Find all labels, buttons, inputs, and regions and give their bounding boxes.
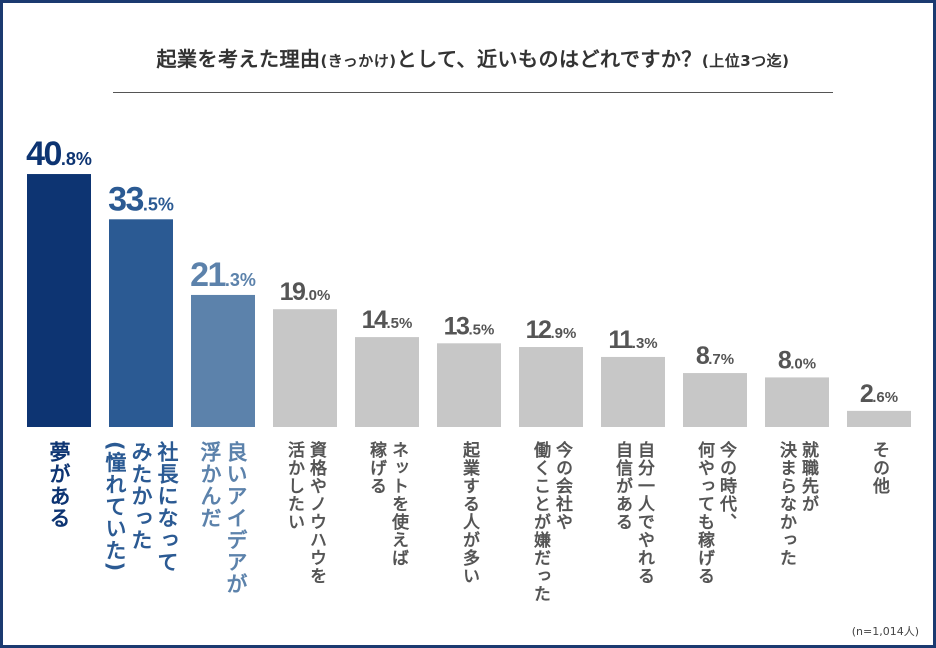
value-label-3: 19.0%: [280, 278, 331, 306]
category-label-2-line-1: 浮かんだ: [198, 440, 222, 529]
category-label-1-line-2: (憧れていた): [103, 441, 127, 572]
category-label-8: 今の時代、何やっても稼げる: [694, 440, 738, 585]
bar-9: [765, 377, 829, 427]
category-label-1-line-0: 社長になって: [155, 440, 180, 573]
value-label-4: 14.5%: [362, 306, 413, 334]
bar-4: [355, 337, 419, 427]
category-label-9-line-1: 決まらなかった: [776, 440, 797, 567]
bar-7: [601, 356, 665, 427]
category-label-7-line-0: 自分一人でやれる: [634, 440, 655, 585]
title-suffix: (上位3つ迄): [701, 52, 790, 70]
category-label-2-line-0: 良いアイデアが: [224, 440, 248, 595]
value-label-1: 33.5%: [108, 180, 174, 218]
category-label-6-line-0: 今の会社や: [552, 440, 574, 531]
category-label-3-line-0: 資格やノウハウを: [306, 441, 327, 585]
category-label-5-line-0: 起業する人が多い: [459, 440, 481, 585]
category-label-5: 起業する人が多い: [459, 440, 481, 585]
value-label-5: 13.5%: [444, 312, 495, 340]
bar-2: [191, 294, 255, 427]
sample-size-note: (n=1,014人): [851, 625, 919, 638]
bar-6: [519, 347, 583, 427]
title-rest: として、近いものはどれですか？: [396, 47, 702, 71]
bar-0: [27, 174, 91, 427]
value-label-6: 12.9%: [526, 316, 577, 344]
category-label-1-line-1: みたかった: [129, 441, 153, 551]
bar-8: [683, 373, 747, 427]
bar-3: [273, 309, 337, 427]
bar-5: [437, 343, 501, 427]
category-label-0: 夢がある: [47, 441, 71, 529]
title-paren: (きっかけ): [320, 52, 397, 70]
value-label-7: 11.3%: [608, 326, 657, 354]
value-label-8: 8.7%: [696, 342, 734, 370]
category-label-10-line-0: その他: [869, 441, 891, 495]
category-label-0-line-0: 夢がある: [47, 441, 71, 529]
category-label-4-line-1: 稼げる: [366, 440, 387, 495]
value-label-9: 8.0%: [778, 346, 816, 374]
category-label-8-line-1: 何やっても稼げる: [694, 440, 715, 585]
category-label-9-line-0: 就職先が: [798, 440, 819, 513]
category-label-3-line-1: 活かしたい: [284, 440, 305, 531]
category-label-4-line-0: ネットを使えば: [388, 441, 410, 567]
chart-title: 起業を考えた理由(きっかけ)として、近いものはどれですか？(上位3つ迄): [103, 43, 843, 72]
value-label-2: 21.3%: [190, 256, 256, 294]
value-label-0: 40.8%: [26, 135, 92, 173]
title-divider: [113, 92, 833, 93]
bar-1: [109, 219, 173, 427]
category-label-6-line-1: 働くことが嫌だった: [530, 440, 552, 603]
category-label-7-line-1: 自信がある: [612, 440, 633, 531]
title-main: 起業を考えた理由: [156, 47, 321, 71]
category-label-10: その他: [869, 441, 891, 495]
value-label-10: 2.6%: [860, 380, 898, 408]
bar-10: [847, 410, 911, 427]
category-label-8-line-0: 今の時代、: [716, 440, 738, 531]
